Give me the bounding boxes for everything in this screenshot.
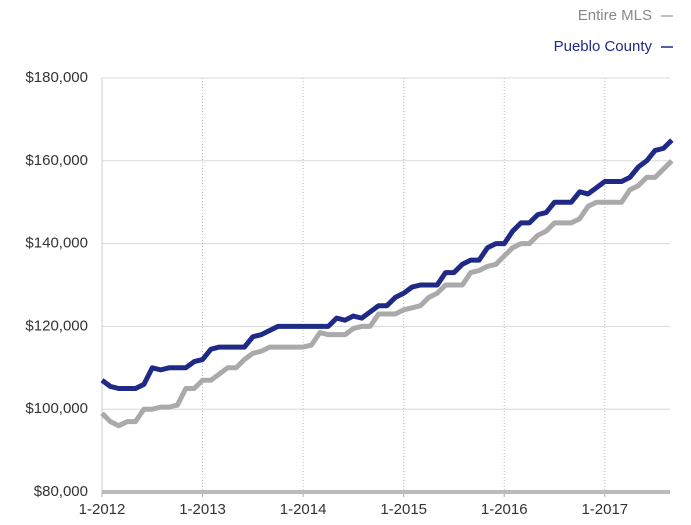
x-tick-label: 1-2012: [79, 501, 126, 518]
y-tick-label: $100,000: [25, 400, 88, 417]
x-tick-label: 1-2013: [179, 501, 226, 518]
y-tick-label: $160,000: [25, 152, 88, 169]
x-tick-label: 1-2016: [481, 501, 528, 518]
x-tick-label: 1-2015: [380, 501, 427, 518]
legend-label: Entire MLS: [578, 7, 652, 24]
y-tick-label: $140,000: [25, 235, 88, 252]
x-tick-label: 1-2017: [581, 501, 628, 518]
y-tick-label: $180,000: [25, 69, 88, 86]
line-series: [100, 138, 674, 391]
y-tick-label: $120,000: [25, 317, 88, 334]
x-tick-label: 1-2014: [280, 501, 327, 518]
legend-label: Pueblo County: [554, 38, 653, 55]
y-tick-label: $80,000: [34, 483, 88, 500]
line-series: [100, 159, 674, 429]
